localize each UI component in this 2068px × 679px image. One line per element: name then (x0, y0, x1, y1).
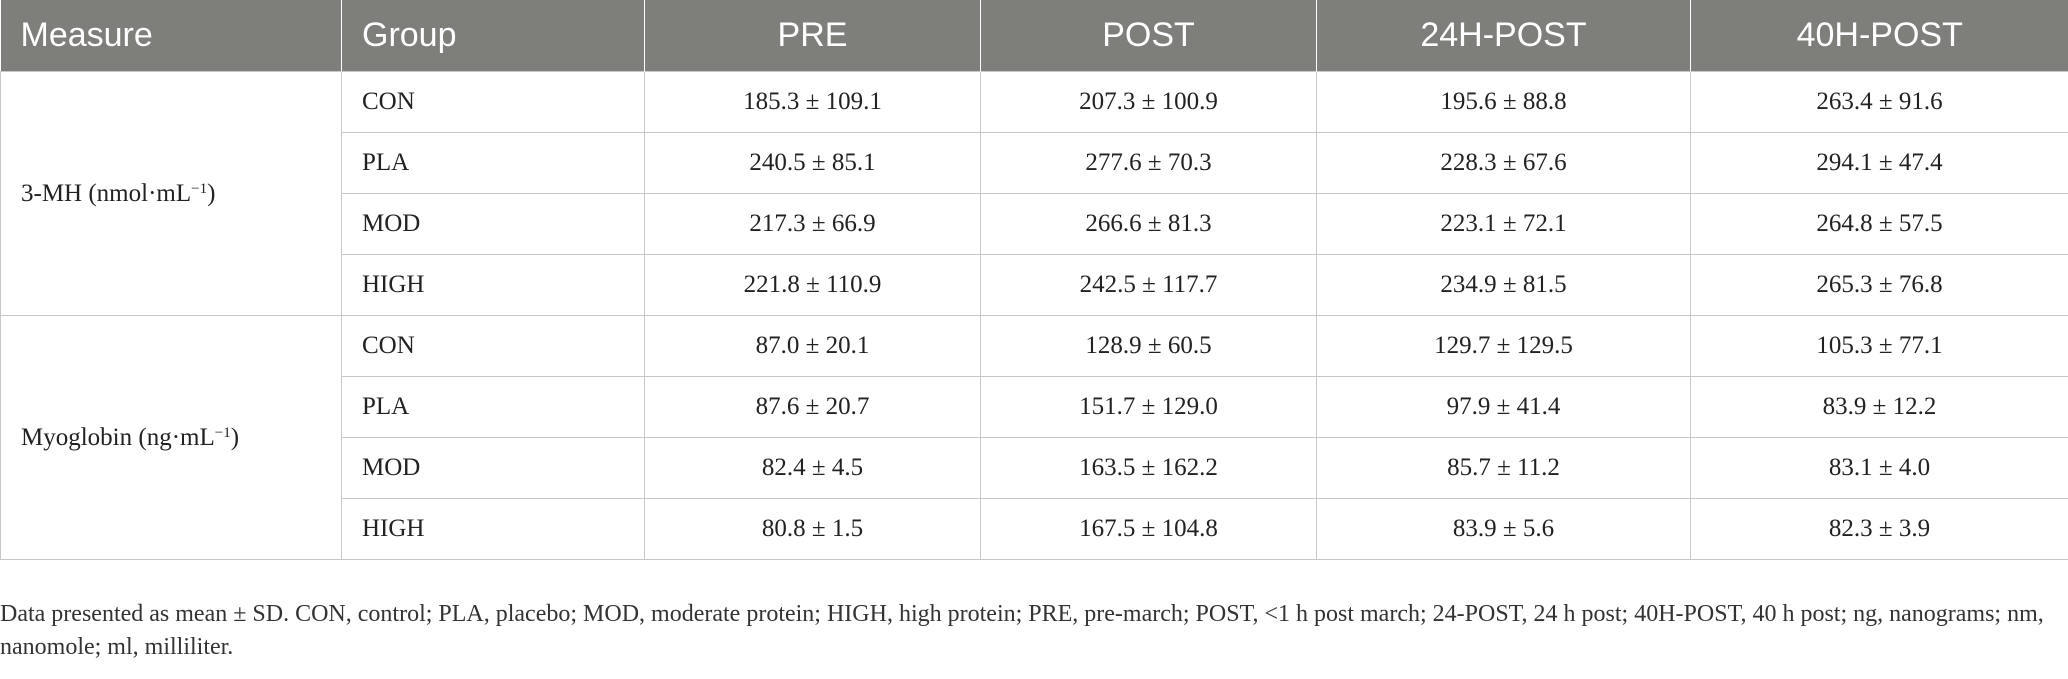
table-row: MOD 82.4 ± 4.5 163.5 ± 162.2 85.7 ± 11.2… (1, 437, 2068, 499)
value-cell: 240.5 ± 85.1 (644, 132, 981, 194)
value-cell: 83.9 ± 5.6 (1316, 498, 1691, 560)
header-measure: Measure (0, 0, 342, 72)
group-cell: CON (341, 315, 645, 377)
value-cell: 221.8 ± 110.9 (644, 254, 981, 316)
measure-cell-myoglobin: Myoglobin (ng·mL−1) (0, 315, 342, 560)
group-cell: PLA (341, 132, 645, 194)
value-cell: 234.9 ± 81.5 (1316, 254, 1691, 316)
group-cell: MOD (341, 193, 645, 255)
value-cell: 242.5 ± 117.7 (980, 254, 1317, 316)
measure-cell-3mh: 3-MH (nmol·mL−1) (0, 71, 342, 316)
group-cell: HIGH (341, 498, 645, 560)
value-cell: 83.1 ± 4.0 (1690, 437, 2068, 499)
value-cell: 195.6 ± 88.8 (1316, 71, 1691, 133)
table-row: HIGH 80.8 ± 1.5 167.5 ± 104.8 83.9 ± 5.6… (1, 498, 2068, 560)
value-cell: 217.3 ± 66.9 (644, 193, 981, 255)
value-cell: 105.3 ± 77.1 (1690, 315, 2068, 377)
group-cell: MOD (341, 437, 645, 499)
header-group: Group (341, 0, 645, 72)
table-row: MOD 217.3 ± 66.9 266.6 ± 81.3 223.1 ± 72… (1, 193, 2068, 255)
value-cell: 207.3 ± 100.9 (980, 71, 1317, 133)
value-cell: 277.6 ± 70.3 (980, 132, 1317, 194)
header-24h-post: 24H-POST (1316, 0, 1691, 72)
value-cell: 87.0 ± 20.1 (644, 315, 981, 377)
value-cell: 264.8 ± 57.5 (1690, 193, 2068, 255)
value-cell: 80.8 ± 1.5 (644, 498, 981, 560)
value-cell: 129.7 ± 129.5 (1316, 315, 1691, 377)
header-40h-post: 40H-POST (1690, 0, 2068, 72)
group-cell: PLA (341, 376, 645, 438)
group-cell: HIGH (341, 254, 645, 316)
value-cell: 83.9 ± 12.2 (1690, 376, 2068, 438)
value-cell: 151.7 ± 129.0 (980, 376, 1317, 438)
value-cell: 82.3 ± 3.9 (1690, 498, 2068, 560)
value-cell: 223.1 ± 72.1 (1316, 193, 1691, 255)
value-cell: 82.4 ± 4.5 (644, 437, 981, 499)
value-cell: 128.9 ± 60.5 (980, 315, 1317, 377)
table-footnote: Data presented as mean ± SD. CON, contro… (0, 601, 2044, 660)
table-container: Measure Group PRE POST 24H-POST 40H-POST… (0, 0, 2068, 560)
value-cell: 294.1 ± 47.4 (1690, 132, 2068, 194)
value-cell: 228.3 ± 67.6 (1316, 132, 1691, 194)
table-row: PLA 87.6 ± 20.7 151.7 ± 129.0 97.9 ± 41.… (1, 376, 2068, 438)
value-cell: 185.3 ± 109.1 (644, 71, 981, 133)
header-post: POST (980, 0, 1317, 72)
table-row: 3-MH (nmol·mL−1) CON 185.3 ± 109.1 207.3… (0, 71, 2068, 316)
header-row: Measure Group PRE POST 24H-POST 40H-POST (0, 0, 2068, 72)
value-cell: 265.3 ± 76.8 (1690, 254, 2068, 316)
table-row: Myoglobin (ng·mL−1) CON 87.0 ± 20.1 128.… (0, 315, 2068, 560)
value-cell: 97.9 ± 41.4 (1316, 376, 1691, 438)
header-pre: PRE (644, 0, 981, 72)
value-cell: 163.5 ± 162.2 (980, 437, 1317, 499)
value-cell: 266.6 ± 81.3 (980, 193, 1317, 255)
value-cell: 87.6 ± 20.7 (644, 376, 981, 438)
value-cell: 85.7 ± 11.2 (1316, 437, 1691, 499)
value-cell: 167.5 ± 104.8 (980, 498, 1317, 560)
value-cell: 263.4 ± 91.6 (1690, 71, 2068, 133)
table-row: HIGH 221.8 ± 110.9 242.5 ± 117.7 234.9 ±… (1, 254, 2068, 316)
data-table: Measure Group PRE POST 24H-POST 40H-POST… (0, 0, 2068, 560)
group-cell: CON (341, 71, 645, 133)
